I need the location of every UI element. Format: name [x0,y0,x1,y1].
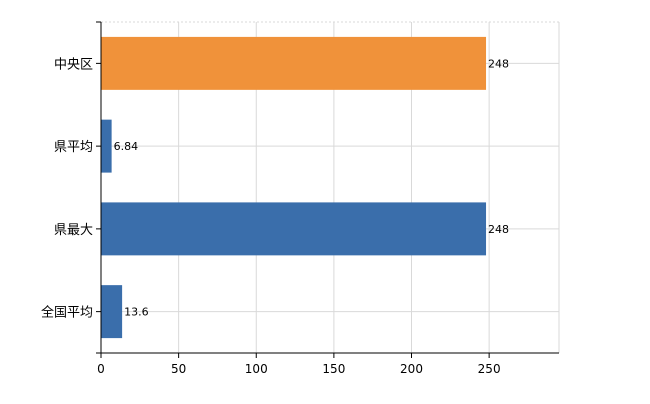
category-label: 県平均 [54,140,93,155]
x-tick-label: 50 [171,362,186,376]
data-label: 248 [488,57,509,70]
x-tick-label: 200 [400,362,423,376]
x-tick-label: 150 [322,362,345,376]
bar [101,119,112,173]
data-label: 6.84 [114,140,138,153]
x-tick-label: 250 [478,362,501,376]
data-label: 13.6 [124,306,149,319]
x-tick-label: 0 [97,362,105,376]
bar [101,36,487,90]
bar [101,202,487,256]
x-tick-label: 100 [245,362,268,376]
data-label: 248 [488,223,509,236]
category-label: 全国平均 [41,305,93,321]
category-label: 県最大 [54,223,93,238]
bar [101,285,123,339]
category-label: 中央区 [54,57,93,72]
